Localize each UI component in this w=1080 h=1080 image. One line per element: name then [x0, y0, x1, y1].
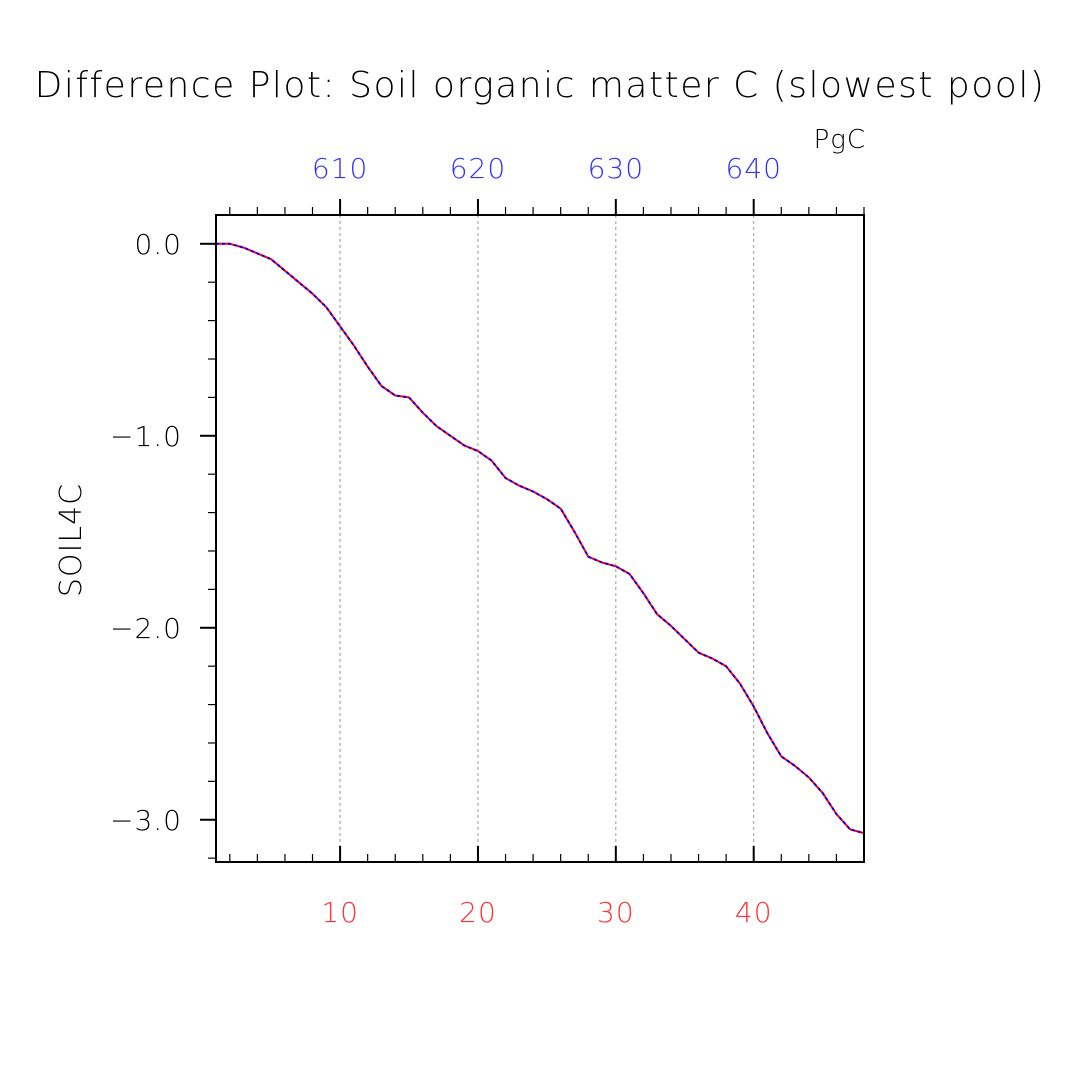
y-tick-label: 0.0 [134, 228, 182, 261]
x-tick-label: 20 [459, 896, 497, 929]
units-label: PgC [814, 125, 866, 155]
y-axis-label: SOIL4C [54, 483, 89, 597]
series-group [216, 242, 865, 835]
chart-title: Difference Plot: Soil organic matter C (… [35, 65, 1046, 106]
y-tick-label: −3.0 [110, 804, 182, 837]
grid-lines [339, 215, 755, 862]
axis-ticks [200, 199, 865, 862]
top-tick-label: 610 [312, 152, 368, 185]
y-tick-label: −2.0 [110, 612, 182, 645]
x-tick-label: 10 [321, 896, 359, 929]
series-line-2 [216, 242, 865, 835]
plot-frame [215, 214, 865, 863]
tick-labels: 10 20 30 40 610 620 630 640 0.0 −1.0 −2.0 −3.0 [110, 152, 781, 929]
series-line-1 [216, 242, 865, 835]
top-tick-label: 620 [450, 152, 506, 185]
top-tick-label: 630 [588, 152, 644, 185]
x-tick-label: 40 [735, 896, 773, 929]
top-tick-label: 640 [725, 152, 781, 185]
x-tick-label: 30 [597, 896, 635, 929]
y-tick-label: −1.0 [110, 420, 182, 453]
